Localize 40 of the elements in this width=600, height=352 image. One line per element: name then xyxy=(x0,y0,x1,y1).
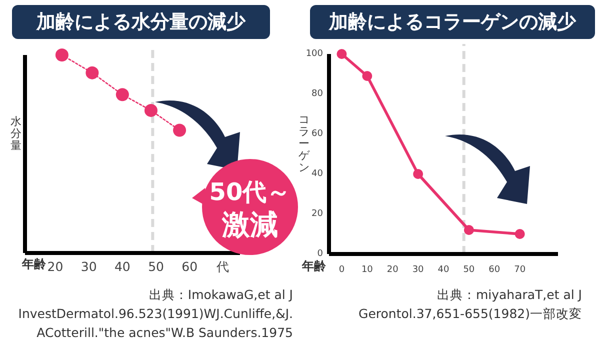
x-tick-label: 20 xyxy=(386,265,399,275)
x-tick-label: 30 xyxy=(80,259,97,274)
x-tick-label: 0 xyxy=(338,265,345,275)
x-tick-label: 40 xyxy=(438,265,450,275)
x-tick-label: 30 xyxy=(412,265,424,275)
x-tick-label: 20 xyxy=(47,259,64,274)
point xyxy=(173,124,186,137)
annotation: 激減 xyxy=(221,208,278,241)
y-tick-label: 40 xyxy=(312,169,324,179)
y-axis-title: コラーゲン xyxy=(298,113,310,174)
point xyxy=(464,225,474,235)
chart-title: 加齢によるコラーゲンの減少 xyxy=(310,5,595,39)
source-note: 出典：ImokawaG,et al J InvestDermatol.96.523(1991)WJ.Cunliffe,&J. ACotterill."the acnes"W.B Saunders.1975 xyxy=(17,286,293,342)
x-axis-title: 年齢 xyxy=(301,259,327,273)
x-tick-label: 50 xyxy=(148,259,164,274)
x-tick-label: 70 xyxy=(514,265,526,275)
point xyxy=(362,71,372,81)
y-tick-label: 0 xyxy=(317,249,324,259)
x-tick-label: 10 xyxy=(361,265,374,275)
y-tick-label: 20 xyxy=(312,209,324,219)
x-tick-label: 代 xyxy=(216,259,230,274)
annotation: 50代～ xyxy=(209,178,291,206)
y-tick-label: 60 xyxy=(312,129,324,139)
y-tick-label: 80 xyxy=(312,89,324,99)
y-axis-title: 水分量 xyxy=(10,115,22,152)
x-tick-label: 60 xyxy=(488,265,500,275)
point xyxy=(413,169,424,179)
x-axis-title: 年齢 xyxy=(21,257,47,271)
point xyxy=(86,66,99,80)
chart-title: 加齢による水分量の減少 xyxy=(12,5,270,39)
point xyxy=(55,48,68,62)
point xyxy=(514,229,525,239)
x-tick-label: 50 xyxy=(463,265,475,275)
point xyxy=(116,88,129,102)
point xyxy=(144,104,158,117)
point xyxy=(336,49,347,59)
x-tick-label: 60 xyxy=(182,259,198,274)
source-note: 出典：miyaharaT,et al J Gerontol.37,651-655(1982)一部改変 xyxy=(358,286,582,323)
y-tick-label: 100 xyxy=(306,49,324,59)
x-tick-label: 40 xyxy=(114,259,130,274)
